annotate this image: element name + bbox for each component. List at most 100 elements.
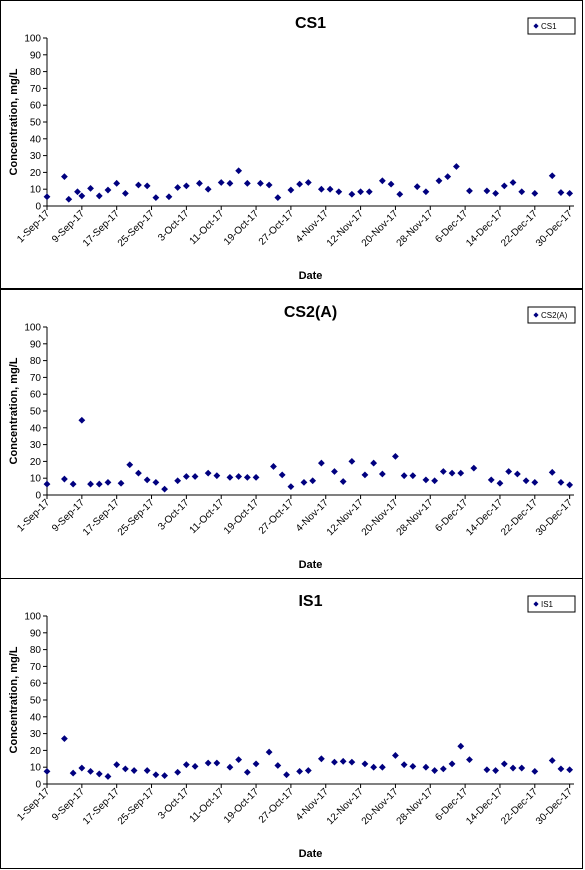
data-point <box>317 755 325 763</box>
legend-marker <box>533 23 539 29</box>
data-point <box>400 472 408 480</box>
data-point <box>378 177 386 185</box>
data-point <box>243 179 251 187</box>
x-tick-label: 20-Nov-17 <box>360 497 401 538</box>
x-tick-label: 12-Nov-17 <box>325 208 366 249</box>
data-point <box>265 181 273 189</box>
data-point <box>326 185 334 193</box>
data-point <box>483 187 491 195</box>
data-point <box>204 759 212 767</box>
chart-svg: CS2(A)01020304050607080901001-Sep-179-Se… <box>8 304 576 571</box>
data-point <box>409 762 417 770</box>
data-point <box>331 468 338 475</box>
chart-svg: CS101020304050607080901001-Sep-179-Sep-1… <box>8 15 576 282</box>
data-point <box>78 764 86 772</box>
data-point <box>152 194 160 201</box>
x-tick-label: 22-Dec-17 <box>499 497 540 538</box>
data-point <box>348 458 356 465</box>
data-point <box>409 472 417 480</box>
x-tick-label: 27-Oct-17 <box>257 786 297 826</box>
chart-panel-cs1: CS1 0 10 20 30 40 50 60 70 80 90 100 1-Sep-17 9-Sep-1… <box>0 0 583 289</box>
data-point <box>174 768 182 776</box>
data-point <box>152 479 160 486</box>
y-tick-label: 60 <box>30 390 42 401</box>
y-tick-label: 100 <box>24 612 41 623</box>
x-tick-label: 20-Nov-17 <box>360 208 401 249</box>
data-point <box>509 179 517 186</box>
data-point <box>69 769 77 777</box>
data-point <box>370 459 378 467</box>
y-tick-label: 60 <box>30 101 42 112</box>
y-tick-label: 70 <box>30 373 42 384</box>
x-tick-label: 19-Oct-17 <box>222 208 262 248</box>
x-tick-label: 27-Oct-17 <box>257 208 297 248</box>
data-point <box>130 767 138 774</box>
y-tick-label: 30 <box>30 729 42 740</box>
data-point <box>357 188 364 196</box>
data-point <box>348 758 356 766</box>
data-point <box>143 182 151 190</box>
data-point <box>87 768 94 775</box>
data-point <box>121 190 129 197</box>
data-point <box>348 190 356 198</box>
x-axis-label: Date <box>299 270 323 282</box>
y-tick-label: 40 <box>30 423 42 434</box>
chart-panel-cs2a: CS2(A) 0 10 20 30 40 50 60 70 80 90 100 1-Sep-17 9-Se… <box>0 289 583 579</box>
data-point <box>392 752 399 759</box>
data-point <box>413 183 421 191</box>
data-point <box>257 179 264 187</box>
y-tick-label: 10 <box>30 185 42 196</box>
data-point <box>531 768 539 775</box>
data-point <box>422 188 430 196</box>
data-point <box>270 463 277 470</box>
y-tick-label: 0 <box>35 202 41 213</box>
data-point <box>235 473 243 480</box>
x-tick-label: 30-Dec-17 <box>534 208 575 249</box>
y-axis-label: Concentration, mg/L <box>8 68 20 175</box>
data-point <box>61 475 68 483</box>
data-point <box>104 479 112 486</box>
data-point <box>117 479 125 487</box>
data-point <box>161 485 168 493</box>
data-point <box>548 172 556 180</box>
data-point <box>304 767 312 774</box>
data-point <box>500 760 508 768</box>
y-tick-label: 50 <box>30 118 42 129</box>
x-axis-label: Date <box>299 848 323 860</box>
x-tick-label: 12-Nov-17 <box>325 497 366 538</box>
data-point <box>196 179 203 187</box>
data-point <box>317 185 325 193</box>
data-point <box>165 193 173 201</box>
data-point <box>78 192 86 200</box>
data-point <box>226 179 234 187</box>
chart-panel-is1: IS1 0 10 20 30 40 50 60 70 80 90 100 1-Sep-17 9-Sep-1… <box>0 578 583 869</box>
data-point <box>531 190 539 197</box>
data-point <box>74 188 81 196</box>
data-point <box>182 761 190 769</box>
data-point <box>287 483 295 490</box>
x-tick-label: 17-Sep-17 <box>81 786 122 827</box>
x-tick-label: 17-Sep-17 <box>81 497 122 538</box>
data-point <box>95 192 103 200</box>
data-point <box>304 179 312 186</box>
data-point <box>174 184 182 191</box>
data-point <box>513 470 521 478</box>
data-point <box>143 476 151 484</box>
y-tick-label: 0 <box>35 491 41 502</box>
data-point <box>557 765 565 773</box>
data-point <box>448 469 456 477</box>
legend-box <box>527 17 576 35</box>
data-point <box>296 180 304 188</box>
data-point <box>361 760 369 768</box>
data-point <box>466 187 473 195</box>
y-tick-label: 50 <box>30 407 42 418</box>
legend-label: IS1 <box>541 600 554 609</box>
data-point <box>252 473 260 481</box>
x-tick-label: 17-Sep-17 <box>81 208 122 249</box>
data-point <box>548 757 556 764</box>
data-point <box>235 167 243 175</box>
data-point <box>95 770 103 778</box>
y-tick-label: 10 <box>30 474 42 485</box>
data-point <box>204 185 212 193</box>
data-point <box>87 480 94 488</box>
